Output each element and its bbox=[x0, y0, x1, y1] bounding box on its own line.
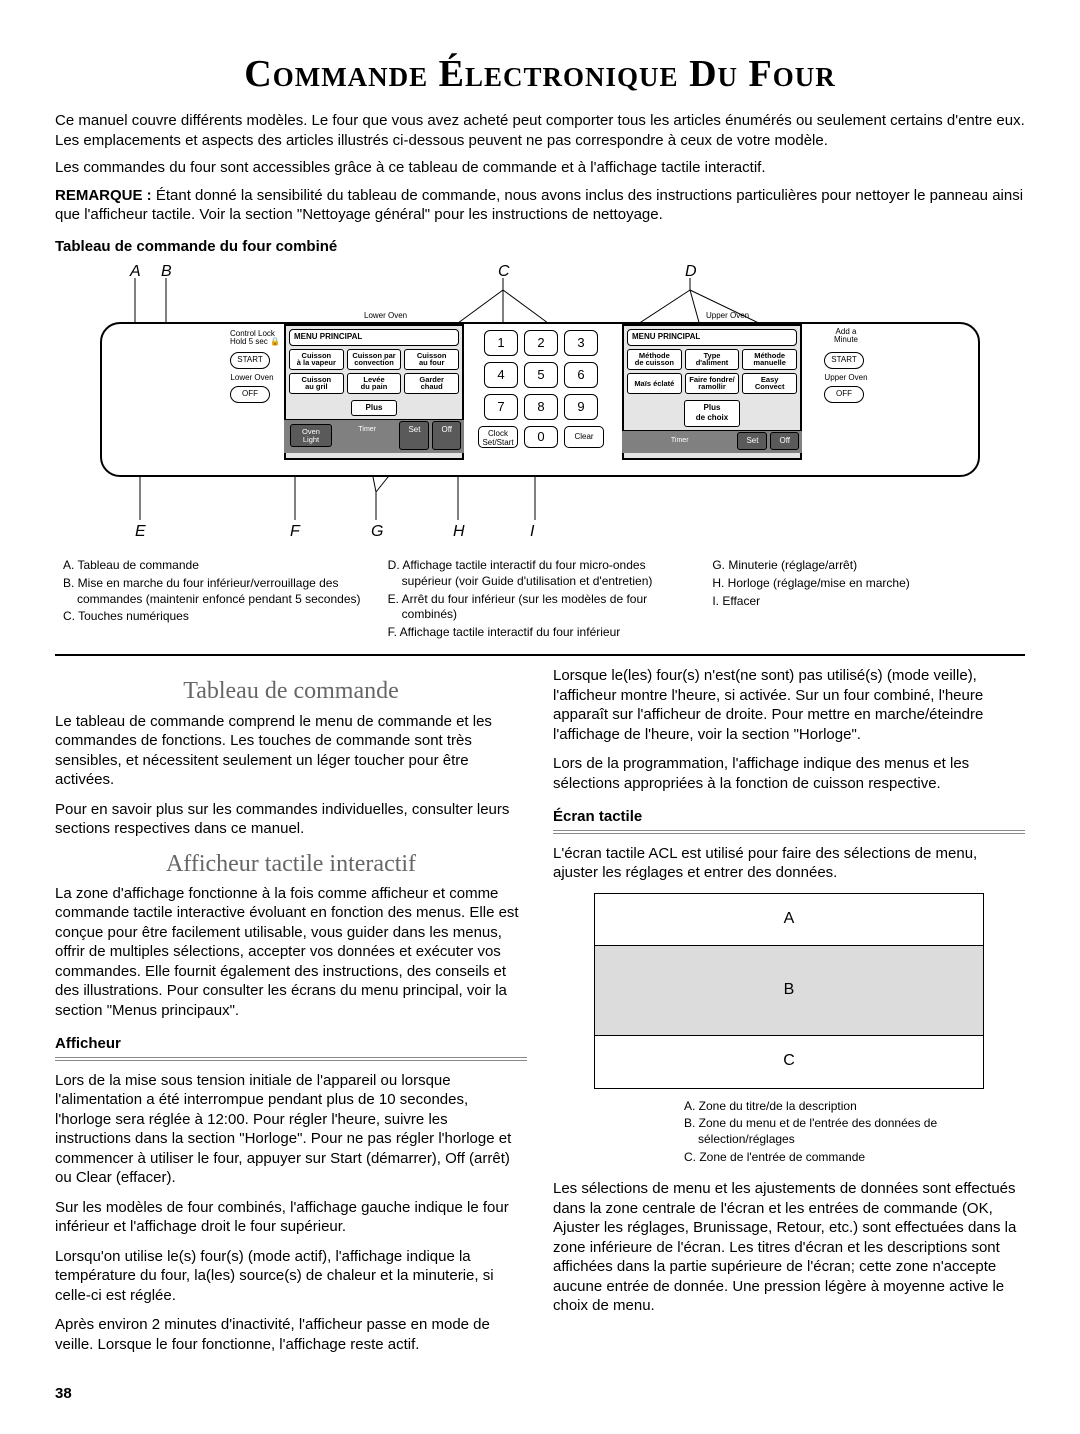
callout-H: H bbox=[453, 522, 465, 543]
panel-outline: Control LockHold 5 sec 🔒 START Lower Ove… bbox=[100, 322, 980, 477]
intro-block: Ce manuel couvre différents modèles. Le … bbox=[55, 111, 1025, 225]
panel-heading: Tableau de commande du four combiné bbox=[55, 237, 1025, 257]
key-0[interactable]: 0 bbox=[524, 426, 558, 448]
intro-p2: Les commandes du four sont accessibles g… bbox=[55, 158, 1025, 178]
r-p4: Les sélections de menu et les ajustement… bbox=[553, 1179, 1025, 1316]
key-2[interactable]: 2 bbox=[524, 330, 558, 356]
legend-h: H. Horloge (réglage/mise en marche) bbox=[712, 576, 1017, 592]
key-7[interactable]: 7 bbox=[484, 394, 518, 420]
right-column: Lorsque le(les) four(s) n'est(ne sont) p… bbox=[553, 666, 1025, 1364]
left-column: Tableau de commande Le tableau de comman… bbox=[55, 666, 527, 1364]
legend-b: B. Mise en marche du four inférieur/verr… bbox=[63, 576, 368, 607]
page-title: Commande Électronique Du Four bbox=[55, 50, 1025, 99]
touch-zone-b: B bbox=[595, 946, 983, 1036]
aff-p2: Lors de la mise sous tension initiale de… bbox=[55, 1071, 527, 1188]
intro-remarque: REMARQUE : Étant donné la sensibilité du… bbox=[55, 186, 1025, 225]
numeric-keypad: 1 2 3 4 5 6 7 8 9 ClockSet/Start 0 Clear bbox=[475, 330, 607, 454]
left-menu-header: MENU PRINCIPAL bbox=[289, 329, 459, 345]
btn-mais[interactable]: Maïs éclaté bbox=[627, 373, 682, 394]
h-tableau: Tableau de commande bbox=[55, 676, 527, 707]
legend-i: I. Effacer bbox=[712, 594, 1017, 610]
btn-gril[interactable]: Cuissonau gril bbox=[289, 373, 344, 394]
control-lock-label: Control LockHold 5 sec 🔒 bbox=[230, 330, 284, 346]
callout-D: D bbox=[685, 262, 697, 283]
intro-p1: Ce manuel couvre différents modèles. Le … bbox=[55, 111, 1025, 150]
touch-legend-b: B. Zone du menu et de l'entrée des donné… bbox=[684, 1116, 984, 1147]
aff-p1: La zone d'affichage fonctionne à la fois… bbox=[55, 884, 527, 1021]
legend-f: F. Affichage tactile interactif du four … bbox=[388, 625, 693, 641]
aff-p5: Après environ 2 minutes d'inactivité, l'… bbox=[55, 1315, 527, 1354]
right-menu-header: MENU PRINCIPAL bbox=[627, 329, 797, 345]
btn-methode[interactable]: Méthodede cuisson bbox=[627, 349, 682, 370]
btn-vapeur[interactable]: Cuissonà la vapeur bbox=[289, 349, 344, 370]
aff-p3: Sur les modèles de four combinés, l'affi… bbox=[55, 1198, 527, 1237]
btn-levee[interactable]: Levéedu pain bbox=[347, 373, 402, 394]
r-p1: Lorsque le(les) four(s) n'est(ne sont) p… bbox=[553, 666, 1025, 744]
off-button-lower[interactable]: OFF bbox=[230, 386, 270, 403]
lower-oven-label: Lower Oven bbox=[230, 374, 274, 382]
key-1[interactable]: 1 bbox=[484, 330, 518, 356]
tableau-p2: Pour en savoir plus sur les commandes in… bbox=[55, 800, 527, 839]
btn-set-right[interactable]: Set bbox=[737, 432, 767, 450]
btn-type[interactable]: Typed'aliment bbox=[685, 349, 740, 370]
btn-garder[interactable]: Garderchaud bbox=[404, 373, 459, 394]
touch-legend-c: C. Zone de l'entrée de commande bbox=[684, 1150, 984, 1166]
off-button-upper[interactable]: OFF bbox=[824, 386, 864, 403]
page-number: 38 bbox=[55, 1384, 1025, 1404]
right-menu-screen[interactable]: MENU PRINCIPAL Méthodede cuisson Typed'a… bbox=[622, 324, 802, 460]
key-clock[interactable]: ClockSet/Start bbox=[478, 426, 518, 448]
key-3[interactable]: 3 bbox=[564, 330, 598, 356]
btn-plus-right[interactable]: Plusde choix bbox=[684, 400, 740, 427]
btn-oven-light[interactable]: OvenLight bbox=[290, 424, 332, 447]
btn-off-right[interactable]: Off bbox=[770, 432, 799, 450]
start-button-lower[interactable]: START bbox=[230, 352, 270, 369]
btn-easy[interactable]: EasyConvect bbox=[742, 373, 797, 394]
btn-off-left[interactable]: Off bbox=[432, 421, 461, 450]
key-clear[interactable]: Clear bbox=[564, 426, 604, 448]
add-minute-label: Add aMinute bbox=[824, 328, 868, 344]
key-6[interactable]: 6 bbox=[564, 362, 598, 388]
touch-legend-a: A. Zone du titre/de la description bbox=[684, 1099, 984, 1115]
legend-a: A. Tableau de commande bbox=[63, 558, 368, 574]
btn-four[interactable]: Cuissonau four bbox=[404, 349, 459, 370]
divider bbox=[55, 654, 1025, 656]
r-p2: Lors de la programmation, l'affichage in… bbox=[553, 754, 1025, 793]
callout-A: A bbox=[130, 262, 141, 283]
touch-zone-a: A bbox=[595, 894, 983, 946]
left-menu-screen[interactable]: MENU PRINCIPAL Cuissonà la vapeur Cuisso… bbox=[284, 324, 464, 460]
aff-p4: Lorsqu'on utilise le(s) four(s) (mode ac… bbox=[55, 1247, 527, 1306]
upper-oven-label: Upper Oven bbox=[824, 374, 868, 382]
touch-zone-c: C bbox=[595, 1036, 983, 1088]
body-columns: Tableau de commande Le tableau de comman… bbox=[55, 666, 1025, 1364]
sub-ecran: Écran tactile bbox=[553, 807, 1025, 827]
sub-afficheur: Afficheur bbox=[55, 1034, 527, 1054]
h-afficheur: Afficheur tactile interactif bbox=[55, 849, 527, 880]
btn-fondre[interactable]: Faire fondre/ramollir bbox=[685, 373, 740, 394]
legend-c: C. Touches numériques bbox=[63, 609, 368, 625]
btn-manuelle[interactable]: Méthodemanuelle bbox=[742, 349, 797, 370]
touchscreen-diagram: A B C A. Zone du titre/de la description… bbox=[594, 893, 984, 1165]
callout-E: E bbox=[135, 522, 146, 543]
key-5[interactable]: 5 bbox=[524, 362, 558, 388]
tableau-p1: Le tableau de commande comprend le menu … bbox=[55, 712, 527, 790]
callout-F: F bbox=[290, 522, 300, 543]
key-9[interactable]: 9 bbox=[564, 394, 598, 420]
key-4[interactable]: 4 bbox=[484, 362, 518, 388]
btn-plus-left[interactable]: Plus bbox=[351, 400, 397, 416]
r-p3: L'écran tactile ACL est utilisé pour fai… bbox=[553, 844, 1025, 883]
legend-d: D. Affichage tactile interactif du four … bbox=[388, 558, 693, 589]
legend-g: G. Minuterie (réglage/arrêt) bbox=[712, 558, 1017, 574]
callout-C: C bbox=[498, 262, 510, 283]
diagram-legend: A. Tableau de commande B. Mise en marche… bbox=[55, 558, 1025, 642]
callout-B: B bbox=[161, 262, 172, 283]
callout-G: G bbox=[371, 522, 383, 543]
btn-convection[interactable]: Cuisson parconvection bbox=[347, 349, 402, 370]
callout-I: I bbox=[530, 522, 534, 543]
key-8[interactable]: 8 bbox=[524, 394, 558, 420]
control-panel-diagram: A B C D E F G H I Control LockHold 5 sec… bbox=[60, 262, 1020, 552]
legend-e: E. Arrêt du four inférieur (sur les modè… bbox=[388, 592, 693, 623]
start-button-upper[interactable]: START bbox=[824, 352, 864, 369]
btn-set-left[interactable]: Set bbox=[399, 421, 429, 450]
